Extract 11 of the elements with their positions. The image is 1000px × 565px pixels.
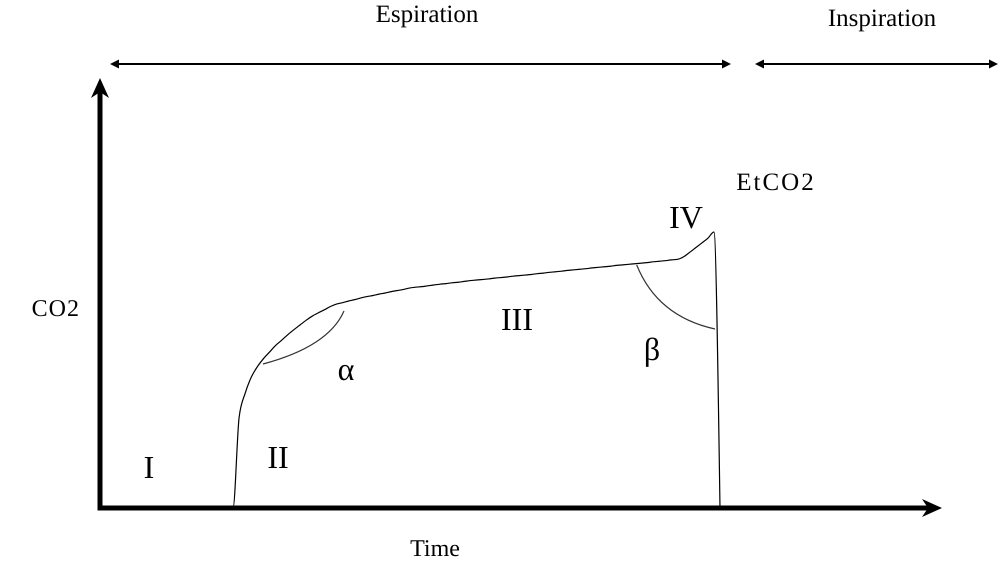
annotation: α [338,351,355,387]
annotation: II [267,439,289,475]
x-axis-title: Time [410,536,460,562]
text: Espiration [376,1,479,28]
annotation: β [644,331,660,367]
annotation: I [144,449,154,485]
y-axis-title: CO2 [32,296,80,322]
annotation: IV [669,199,703,235]
text: EtCO2 [736,169,816,196]
annotation: III [501,301,533,337]
text: Inspiration [828,5,937,32]
